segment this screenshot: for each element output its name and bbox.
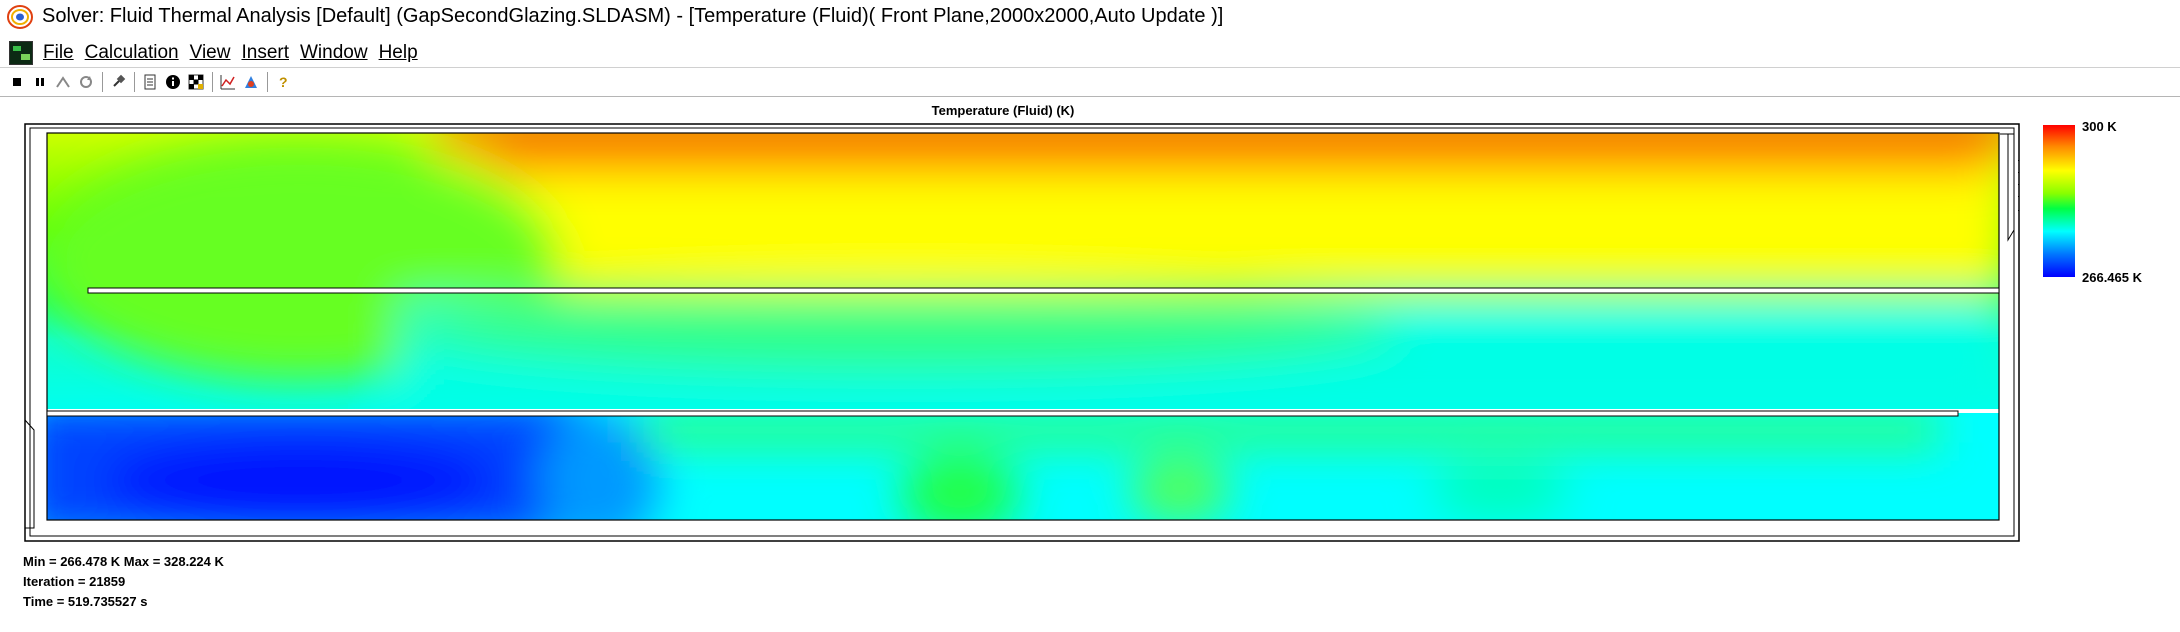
menu-help-label: Help (378, 42, 418, 63)
legend-min-label: 266.465 K (2082, 270, 2142, 285)
log-icon[interactable] (139, 71, 161, 93)
plot-icon[interactable] (217, 71, 239, 93)
help-icon[interactable]: ? (272, 71, 294, 93)
svg-text:?: ? (279, 74, 288, 90)
menu-window-label: Window (300, 42, 368, 63)
refresh-icon[interactable] (75, 71, 97, 93)
solver-stats: Min = 266.478 K Max = 328.224 K Iteratio… (23, 552, 224, 612)
window-title: Solver: Fluid Thermal Analysis [Default]… (42, 5, 1224, 27)
menu-insert-label: Insert (241, 42, 289, 63)
toolbar-separator (267, 72, 268, 92)
lower-cavity-field (47, 413, 1999, 520)
window-titlebar: Solver: Fluid Thermal Analysis [Default]… (0, 0, 2180, 33)
preview-icon[interactable] (240, 71, 262, 93)
iteration-readout: Iteration = 21859 (23, 574, 126, 589)
minmax-readout: Min = 266.478 K Max = 328.224 K (23, 554, 224, 569)
color-scale-bar (2043, 125, 2075, 277)
app-logo-icon (7, 4, 33, 29)
menu-calculation-label: Calculation (84, 42, 179, 63)
probe-markers (2018, 160, 2019, 211)
menu-insert[interactable]: Insert (241, 42, 289, 64)
menu-calculation[interactable]: Calculation (85, 42, 179, 64)
menubar-divider (0, 67, 2180, 68)
menu-view-label: View (189, 42, 231, 63)
pause-icon[interactable] (29, 71, 51, 93)
menubar: File Calculation View Insert Window Help (0, 38, 2180, 68)
fluid-domain-border (46, 132, 2000, 521)
goals-icon[interactable] (185, 71, 207, 93)
upper-cavity-field (47, 133, 1999, 409)
toolbar-separator (212, 72, 213, 92)
legend-max-label: 300 K (2082, 119, 2117, 134)
pin-icon[interactable] (107, 71, 129, 93)
info-icon[interactable] (162, 71, 184, 93)
toolbar: ? (6, 70, 295, 94)
toolbar-separator (102, 72, 103, 92)
upper-glass-pane (87, 287, 2000, 294)
stop-icon[interactable] (6, 71, 28, 93)
menu-window[interactable]: Window (300, 42, 368, 64)
toolbar-separator (134, 72, 135, 92)
plot-title: Temperature (Fluid) (K) (931, 103, 1075, 118)
document-icon[interactable] (9, 41, 33, 65)
lower-glass-pane (46, 410, 1959, 417)
time-readout: Time = 519.735527 s (23, 594, 148, 609)
menu-view[interactable]: View (190, 42, 231, 64)
solve-icon[interactable] (52, 71, 74, 93)
menu-file[interactable]: File (43, 42, 74, 64)
menu-help[interactable]: Help (379, 42, 418, 64)
menu-file-label: File (43, 42, 74, 63)
toolbar-divider (0, 96, 2180, 97)
